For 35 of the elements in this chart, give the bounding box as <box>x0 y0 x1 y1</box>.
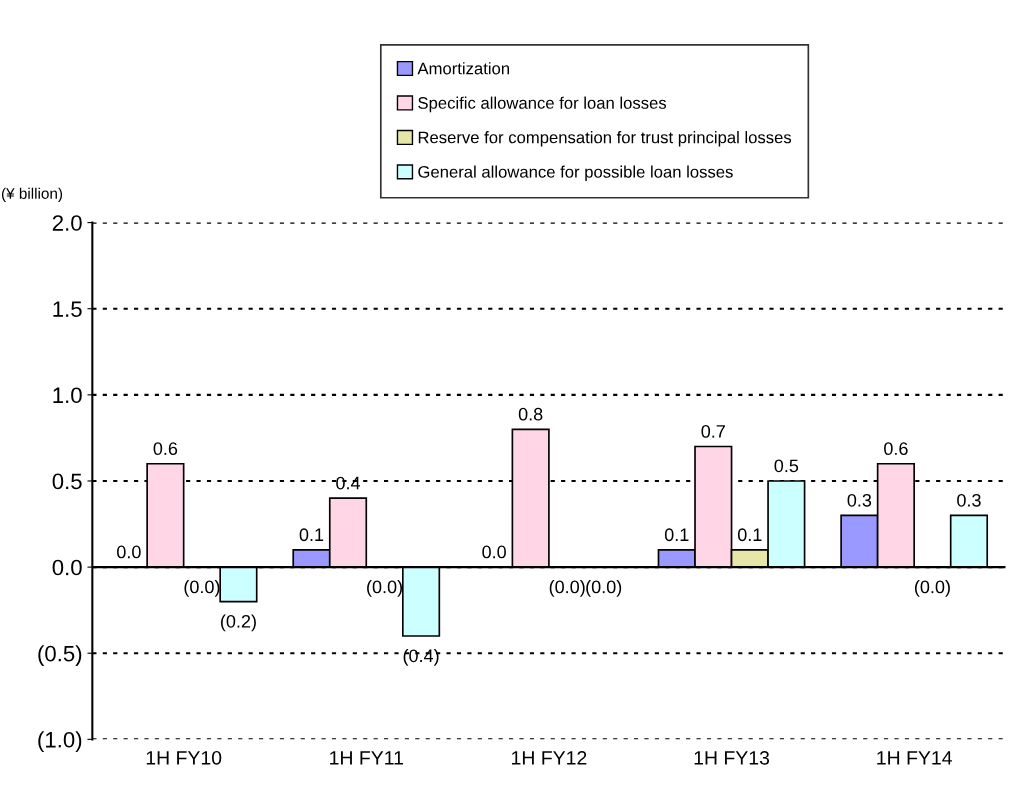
data-label: 0.7 <box>701 425 725 438</box>
y-tick-label: (1.0) <box>38 731 82 752</box>
data-label: 0.3 <box>847 493 872 507</box>
data-label: (0.0) <box>586 580 622 597</box>
y-axis-title: (¥ billion) <box>1 187 63 202</box>
data-label: 0.8 <box>518 407 543 421</box>
x-tick-label: 1H FY10 <box>146 750 222 765</box>
data-label: (0.0) <box>914 580 950 597</box>
y-tick-label: 0.5 <box>52 473 82 490</box>
data-label: 0.1 <box>737 528 762 542</box>
legend-label: General allowance for possible loan losses <box>418 165 733 182</box>
y-tick-label: 0.0 <box>52 559 82 576</box>
legend-label: Reserve for compensation for trust principal losses <box>418 131 792 147</box>
y-tick-label: 1.0 <box>53 387 82 404</box>
y-tick-label: 1.5 <box>53 301 82 317</box>
data-label: 0.1 <box>664 528 689 542</box>
data-label: 0.5 <box>774 459 799 473</box>
y-tick-label: 2.0 <box>52 215 82 231</box>
data-label: 0.0 <box>117 545 141 559</box>
x-tick-label: 1H FY14 <box>877 751 952 765</box>
data-label: 0.0 <box>482 545 506 559</box>
x-tick-label: 1H FY11 <box>330 751 403 765</box>
legend-label: Specific allowance for loan losses <box>418 96 667 113</box>
data-label: 0.1 <box>299 528 324 542</box>
data-label: (0.4) <box>403 648 439 666</box>
data-label: (0.0) <box>367 580 402 597</box>
x-tick-label: 1H FY13 <box>694 750 770 765</box>
data-label: (0.2) <box>221 614 256 632</box>
x-tick-label: 1H FY12 <box>512 750 587 765</box>
data-label: 0.6 <box>153 442 178 456</box>
data-label: 0.3 <box>957 493 981 507</box>
data-label: 0.6 <box>884 442 908 456</box>
data-label: (0.0) <box>549 580 585 597</box>
y-tick-label: (0.5) <box>38 645 82 666</box>
legend-label: Amortization <box>417 62 510 75</box>
